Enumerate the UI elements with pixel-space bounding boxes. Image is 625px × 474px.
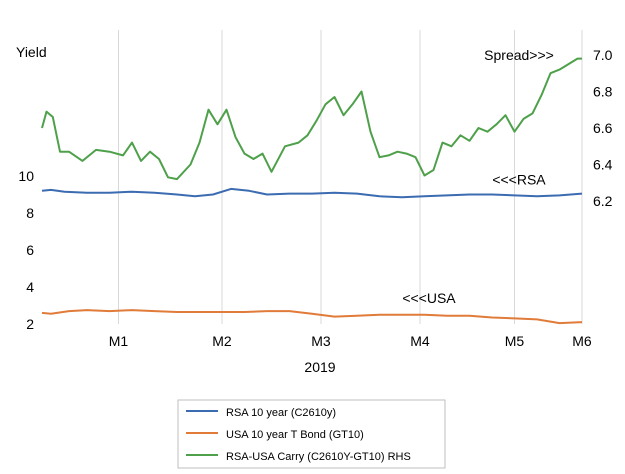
legend-entry: USA 10 year T Bond (GT10) <box>226 429 364 441</box>
right-axis-ticks: 6.2 6.4 6.6 6.8 7.0 <box>593 47 613 209</box>
series-line-1 <box>41 187 583 199</box>
legend: RSA 10 year (C2610y) USA 10 year T Bond (… <box>177 399 446 469</box>
plot-area <box>41 57 583 325</box>
left-tick-label: 6 <box>26 242 34 258</box>
vertical-gridlines <box>118 30 583 324</box>
left-tick-label: 10 <box>18 168 34 184</box>
left-tick-label: 4 <box>26 279 34 295</box>
right-tick-label: 6.2 <box>593 193 613 209</box>
left-tick-label: 8 <box>26 205 34 221</box>
legend-box <box>177 399 446 469</box>
series-line-2 <box>41 309 583 325</box>
right-tick-label: 6.8 <box>593 84 613 100</box>
legend-entry: RSA 10 year (C2610y) <box>226 407 336 419</box>
x-axis-title: 2019 <box>304 359 335 375</box>
x-tick-label: M1 <box>109 333 129 349</box>
annotation-label: <<<USA <box>402 290 456 306</box>
annotation-label: Spread>>> <box>484 47 554 63</box>
annotations: Spread>>> <<<RSA <<<USA <box>402 47 554 306</box>
left-tick-label: 2 <box>26 316 34 332</box>
x-tick-label: M6 <box>572 333 592 349</box>
right-tick-label: 6.4 <box>593 157 613 173</box>
left-axis-title: Yield <box>16 44 47 60</box>
x-tick-label: M3 <box>311 333 331 349</box>
left-axis-ticks: 2 4 6 8 10 <box>18 168 34 332</box>
series-line-3 <box>41 57 582 181</box>
annotation-label: <<<RSA <box>492 172 546 188</box>
x-tick-label: M5 <box>505 333 525 349</box>
x-tick-label: M4 <box>410 333 430 349</box>
right-tick-label: 7.0 <box>593 47 613 63</box>
x-tick-label: M2 <box>212 333 232 349</box>
x-axis-ticks: M1 M2 M3 M4 M5 M6 <box>109 333 592 349</box>
legend-entry: RSA-USA Carry (C2610Y-GT10) RHS <box>226 451 411 463</box>
right-tick-label: 6.6 <box>593 120 613 136</box>
